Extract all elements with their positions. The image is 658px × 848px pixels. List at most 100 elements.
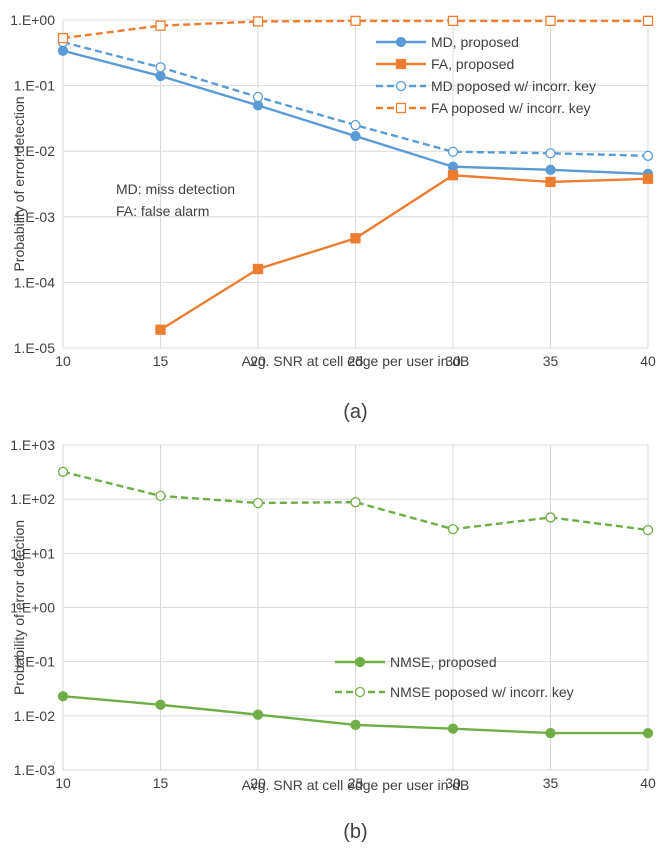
data-point <box>155 699 166 710</box>
data-point <box>642 150 654 161</box>
data-point <box>252 263 264 275</box>
legend-item: MD, proposed <box>376 34 519 50</box>
legend-swatch-marker <box>354 656 366 668</box>
x-axis-label: Avg. SNR at cell edge per user in dB <box>242 353 470 369</box>
data-point <box>642 524 654 536</box>
chart-b: 10 15 20 25 30 35 40 1.E+03 1.E+02 1.E+01 1.E+00 1.… <box>10 437 656 843</box>
data-point <box>447 723 459 734</box>
data-point <box>545 164 556 175</box>
data-point <box>545 176 556 188</box>
y-tick-label: 1.E+00 <box>10 12 55 28</box>
data-point <box>447 146 459 157</box>
legend-label: NMSE poposed w/ incorr. key <box>390 684 574 700</box>
data-point <box>642 15 654 27</box>
data-point <box>642 727 654 739</box>
data-point <box>57 45 69 56</box>
series-fa-proposed <box>155 170 654 335</box>
legend-item: FA, proposed <box>376 56 514 72</box>
caption: (b) <box>343 821 367 843</box>
data-point <box>447 161 459 172</box>
data-point <box>350 130 361 142</box>
data-point <box>57 32 69 44</box>
series-nmse-poposed-w-incorr-key <box>57 466 654 536</box>
legend-item: NMSE, proposed <box>335 654 497 670</box>
y-tick-label: 1.E-01 <box>14 654 55 670</box>
data-point <box>447 170 459 181</box>
data-point <box>57 691 69 702</box>
data-point <box>350 15 361 27</box>
data-point <box>155 70 166 82</box>
chart-a: 10 15 20 25 30 35 40 1.E+00 1.E-01 1.E-02 1.E-03 1.… <box>10 12 656 423</box>
y-tick-label: 1.E-05 <box>14 340 55 356</box>
legend-swatch-marker <box>395 102 407 114</box>
x-tick-label: 40 <box>640 353 656 369</box>
legend-swatch-marker <box>395 80 407 92</box>
data-point <box>155 324 166 335</box>
x-tick-label: 25 <box>348 775 364 791</box>
data-point <box>155 62 166 73</box>
annotation-text: MD: miss detection <box>116 181 235 197</box>
legend: NMSE, proposed NMSE poposed w/ incorr. ke… <box>335 654 574 700</box>
data-point <box>350 119 361 131</box>
legend-item: NMSE poposed w/ incorr. key <box>335 684 574 700</box>
data-point <box>447 15 459 27</box>
data-point <box>350 233 361 244</box>
annotation-text: FA: false alarm <box>116 203 209 219</box>
data-point <box>252 16 264 27</box>
y-tick-label: 1.E-03 <box>14 762 55 778</box>
y-tick-label: 1.E-02 <box>14 708 55 724</box>
y-tick-label: 1.E+02 <box>10 491 55 507</box>
x-tick-label: 20 <box>250 775 266 791</box>
data-point <box>545 148 556 159</box>
data-point <box>350 497 361 508</box>
x-tick-label: 15 <box>153 775 169 791</box>
series-line <box>159 174 649 331</box>
data-point <box>155 20 166 31</box>
series-nmse-proposed <box>57 691 654 739</box>
legend-label: FA, proposed <box>431 56 514 72</box>
y-tick-label: 1.E-02 <box>14 143 55 159</box>
data-point <box>252 709 264 720</box>
x-tick-label: 30 <box>445 353 461 369</box>
x-tick-label: 15 <box>153 353 169 369</box>
data-point <box>252 497 264 509</box>
y-tick-label: 1.E+01 <box>10 545 55 561</box>
data-point <box>545 512 556 523</box>
y-tick-label: 1.E-04 <box>14 274 55 290</box>
legend: MD, proposed FA, proposed MD poposed w/ in… <box>376 34 596 116</box>
x-axis-label: Avg. SNR at cell edge per user in dB <box>242 777 470 793</box>
legend-swatch-marker <box>395 36 407 48</box>
series-fa-poposed-w-incorr-key <box>57 15 654 44</box>
y-tick-label: 1.E-03 <box>14 209 55 225</box>
data-point <box>545 727 556 739</box>
data-point <box>57 466 69 477</box>
y-axis-label: Probability of error detection <box>11 96 27 271</box>
y-tick-label: 1.E+03 <box>10 437 55 453</box>
legend-label: MD, proposed <box>431 34 519 50</box>
x-tick-label: 10 <box>55 775 71 791</box>
data-point <box>252 100 264 111</box>
data-point <box>545 15 556 27</box>
x-tick-label: 40 <box>640 775 656 791</box>
legend-swatch-marker <box>354 686 366 698</box>
legend-swatch-marker <box>395 58 407 70</box>
x-tick-label: 20 <box>250 353 266 369</box>
legend-item: FA poposed w/ incorr. key <box>376 100 591 116</box>
legend-label: NMSE, proposed <box>390 654 497 670</box>
y-tick-label: 1.E+00 <box>10 600 55 616</box>
caption: (a) <box>343 401 367 423</box>
data-point <box>350 719 361 731</box>
y-tick-label: 1.E-01 <box>14 78 55 94</box>
legend-item: MD poposed w/ incorr. key <box>376 78 596 94</box>
x-tick-label: 35 <box>543 775 559 791</box>
data-point <box>155 490 166 502</box>
x-tick-label: 30 <box>445 775 461 791</box>
x-tick-label: 25 <box>348 353 364 369</box>
x-tick-label: 35 <box>543 353 559 369</box>
y-axis-label: Probability of error detection <box>11 520 27 695</box>
data-point <box>447 523 459 535</box>
series-md-proposed <box>57 45 654 180</box>
data-point <box>642 173 654 184</box>
series-md-poposed-w-incorr-key <box>57 36 654 161</box>
